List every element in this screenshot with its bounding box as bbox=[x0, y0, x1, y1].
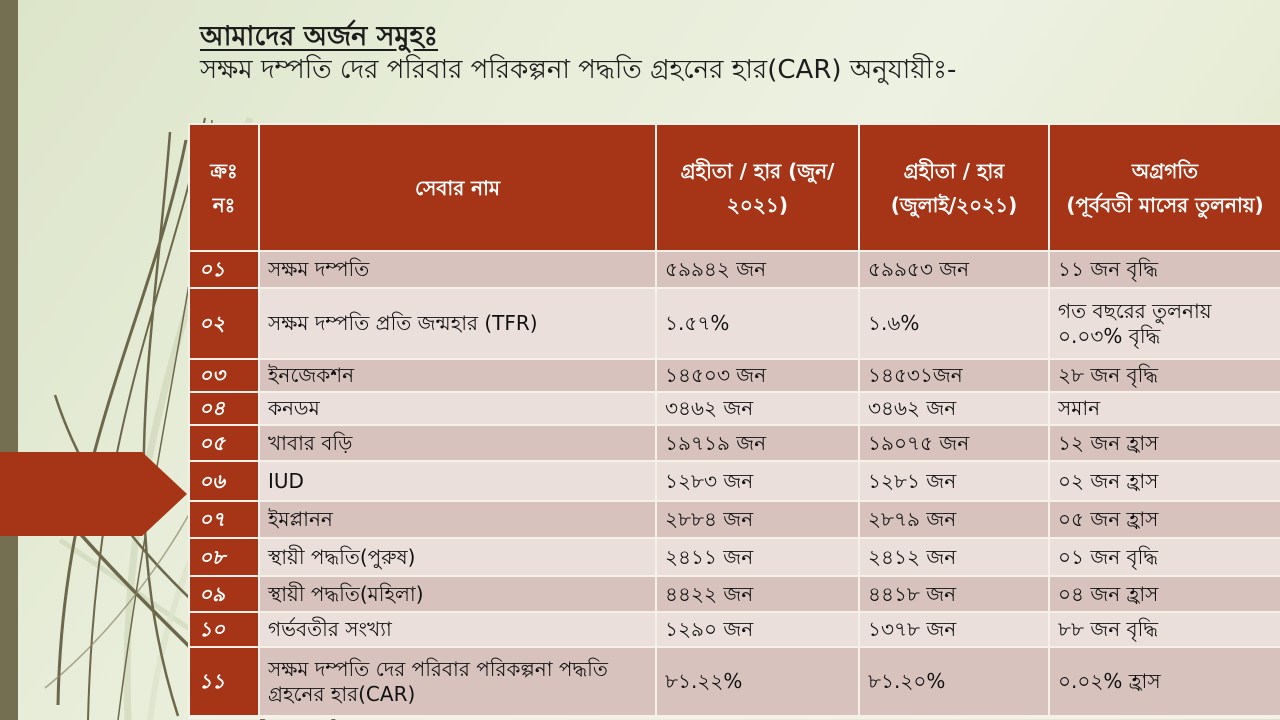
june-value-cell: ১২৯০ জন bbox=[655, 611, 860, 648]
june-value-cell: ২৮৮৪ জন bbox=[655, 500, 860, 539]
serial-cell: ০২ bbox=[188, 287, 260, 360]
serial-cell: ০৫ bbox=[188, 424, 260, 462]
table-row: ১১ সক্ষম দম্পতি দের পরিবার পরিকল্পনা পদ্… bbox=[188, 646, 1280, 719]
progress-cell: ০.০২% হ্রাস bbox=[1048, 646, 1280, 719]
progress-cell: গত বছরের তুলনায় ০.০৩% বৃদ্ধি bbox=[1048, 287, 1280, 360]
left-accent-bar bbox=[0, 0, 18, 720]
june-value-cell: ৪৪২২ জন bbox=[655, 575, 860, 613]
june-value-cell: ৩৪৬২ জন bbox=[655, 391, 860, 426]
progress-cell: সমান bbox=[1048, 391, 1280, 426]
service-name-cell: ইমপ্লানন bbox=[258, 500, 657, 539]
progress-cell: ০১ জন বৃদ্ধি bbox=[1048, 537, 1280, 577]
serial-cell: ০৩ bbox=[188, 358, 260, 393]
progress-cell: ৮৮ জন বৃদ্ধি bbox=[1048, 611, 1280, 648]
column-header-progress: অগ্রগতি (পূর্ববতী মাসের তুলনায়) bbox=[1048, 123, 1280, 252]
service-name-cell: খাবার বড়ি bbox=[258, 424, 657, 462]
july-value-cell: ২৮৭৯ জন bbox=[858, 500, 1050, 539]
table-row: ০৮ স্থায়ী পদ্ধতি(পুরুষ) ২৪১১ জন ২৪১২ জন… bbox=[188, 537, 1280, 577]
serial-cell: ০১ bbox=[188, 250, 260, 289]
service-name-cell: সক্ষম দম্পতি bbox=[258, 250, 657, 289]
column-header-june-2021: গ্রহীতা / হার (জুন/২০২১) bbox=[655, 123, 860, 252]
table-row: ০৬ IUD ১২৮৩ জন ১২৮১ জন ০২ জন হ্রাস bbox=[188, 460, 1280, 502]
progress-cell: ০২ জন হ্রাস bbox=[1048, 460, 1280, 502]
table-row: ০৩ ইনজেকশন ১৪৫০৩ জন ১৪৫৩১জন ২৮ জন বৃদ্ধি bbox=[188, 358, 1280, 393]
title-block: আমাদের অর্জন সমুহঃ সক্ষম দম্পতি দের পরিব… bbox=[200, 20, 956, 88]
achievements-table: ক্রঃ নঃ সেবার নাম গ্রহীতা / হার (জুন/২০২… bbox=[188, 123, 1280, 719]
july-value-cell: ৫৯৯৫৩ জন bbox=[858, 250, 1050, 289]
serial-cell: ০৭ bbox=[188, 500, 260, 539]
july-value-cell: ১.৬% bbox=[858, 287, 1050, 360]
table-row: ০৯ স্থায়ী পদ্ধতি(মহিলা) ৪৪২২ জন ৪৪১৮ জন… bbox=[188, 575, 1280, 613]
slide-subtitle: সক্ষম দম্পতি দের পরিবার পরিকল্পনা পদ্ধতি… bbox=[200, 54, 957, 85]
service-name-cell: IUD bbox=[258, 460, 657, 502]
service-name-cell: গর্ভবতীর সংখ্যা bbox=[258, 611, 657, 648]
serial-cell: ০৯ bbox=[188, 575, 260, 613]
june-value-cell: ২৪১১ জন bbox=[655, 537, 860, 577]
july-value-cell: ৪৪১৮ জন bbox=[858, 575, 1050, 613]
serial-cell: ০৮ bbox=[188, 537, 260, 577]
table-header: ক্রঃ নঃ সেবার নাম গ্রহীতা / হার (জুন/২০২… bbox=[188, 123, 1280, 252]
table-row: ০৪ কনডম ৩৪৬২ জন ৩৪৬২ জন সমান bbox=[188, 391, 1280, 426]
serial-cell: ১১ bbox=[188, 646, 260, 719]
june-value-cell: ১৪৫০৩ জন bbox=[655, 358, 860, 393]
service-name-cell: স্থায়ী পদ্ধতি(মহিলা) bbox=[258, 575, 657, 613]
progress-cell: ০৫ জন হ্রাস bbox=[1048, 500, 1280, 539]
progress-cell: ১২ জন হ্রাস bbox=[1048, 424, 1280, 462]
july-value-cell: ২৪১২ জন bbox=[858, 537, 1050, 577]
service-name-cell: স্থায়ী পদ্ধতি(পুরুষ) bbox=[258, 537, 657, 577]
serial-cell: ১০ bbox=[188, 611, 260, 648]
table-row: ১০ গর্ভবতীর সংখ্যা ১২৯০ জন ১৩৭৮ জন ৮৮ জন… bbox=[188, 611, 1280, 648]
serial-cell: ০৪ bbox=[188, 391, 260, 426]
june-value-cell: ১৯৭১৯ জন bbox=[655, 424, 860, 462]
july-value-cell: ১৯০৭৫ জন bbox=[858, 424, 1050, 462]
july-value-cell: ১৪৫৩১জন bbox=[858, 358, 1050, 393]
july-value-cell: ৩৪৬২ জন bbox=[858, 391, 1050, 426]
progress-cell: ২৮ জন বৃদ্ধি bbox=[1048, 358, 1280, 393]
july-value-cell: ১২৮১ জন bbox=[858, 460, 1050, 502]
table-row: ০১ সক্ষম দম্পতি ৫৯৯৪২ জন ৫৯৯৫৩ জন ১১ জন … bbox=[188, 250, 1280, 289]
service-name-cell: সক্ষম দম্পতি প্রতি জন্মহার (TFR) bbox=[258, 287, 657, 360]
june-value-cell: ১.৫৭% bbox=[655, 287, 860, 360]
july-value-cell: ১৩৭৮ জন bbox=[858, 611, 1050, 648]
july-value-cell: ৮১.২০% bbox=[858, 646, 1050, 719]
june-value-cell: ১২৮৩ জন bbox=[655, 460, 860, 502]
column-header-july-2021: গ্রহীতা / হার (জুলাই/২০২১) bbox=[858, 123, 1050, 252]
serial-cell: ০৬ bbox=[188, 460, 260, 502]
column-header-service-name: সেবার নাম bbox=[258, 123, 657, 252]
table-row: ০৭ ইমপ্লানন ২৮৮৪ জন ২৮৭৯ জন ০৫ জন হ্রাস bbox=[188, 500, 1280, 539]
service-name-cell: কনডম bbox=[258, 391, 657, 426]
slide-title: আমাদের অর্জন সমুহঃ bbox=[200, 21, 439, 52]
progress-cell: ১১ জন বৃদ্ধি bbox=[1048, 250, 1280, 289]
table-row: ০২ সক্ষম দম্পতি প্রতি জন্মহার (TFR) ১.৫৭… bbox=[188, 287, 1280, 360]
column-header-serial: ক্রঃ নঃ bbox=[188, 123, 260, 252]
june-value-cell: ৮১.২২% bbox=[655, 646, 860, 719]
june-value-cell: ৫৯৯৪২ জন bbox=[655, 250, 860, 289]
service-name-cell: সক্ষম দম্পতি দের পরিবার পরিকল্পনা পদ্ধতি… bbox=[258, 646, 657, 719]
service-name-cell: ইনজেকশন bbox=[258, 358, 657, 393]
progress-cell: ০৪ জন হ্রাস bbox=[1048, 575, 1280, 613]
arrow-callout-shape bbox=[0, 452, 187, 536]
table-row: ০৫ খাবার বড়ি ১৯৭১৯ জন ১৯০৭৫ জন ১২ জন হ্… bbox=[188, 424, 1280, 462]
